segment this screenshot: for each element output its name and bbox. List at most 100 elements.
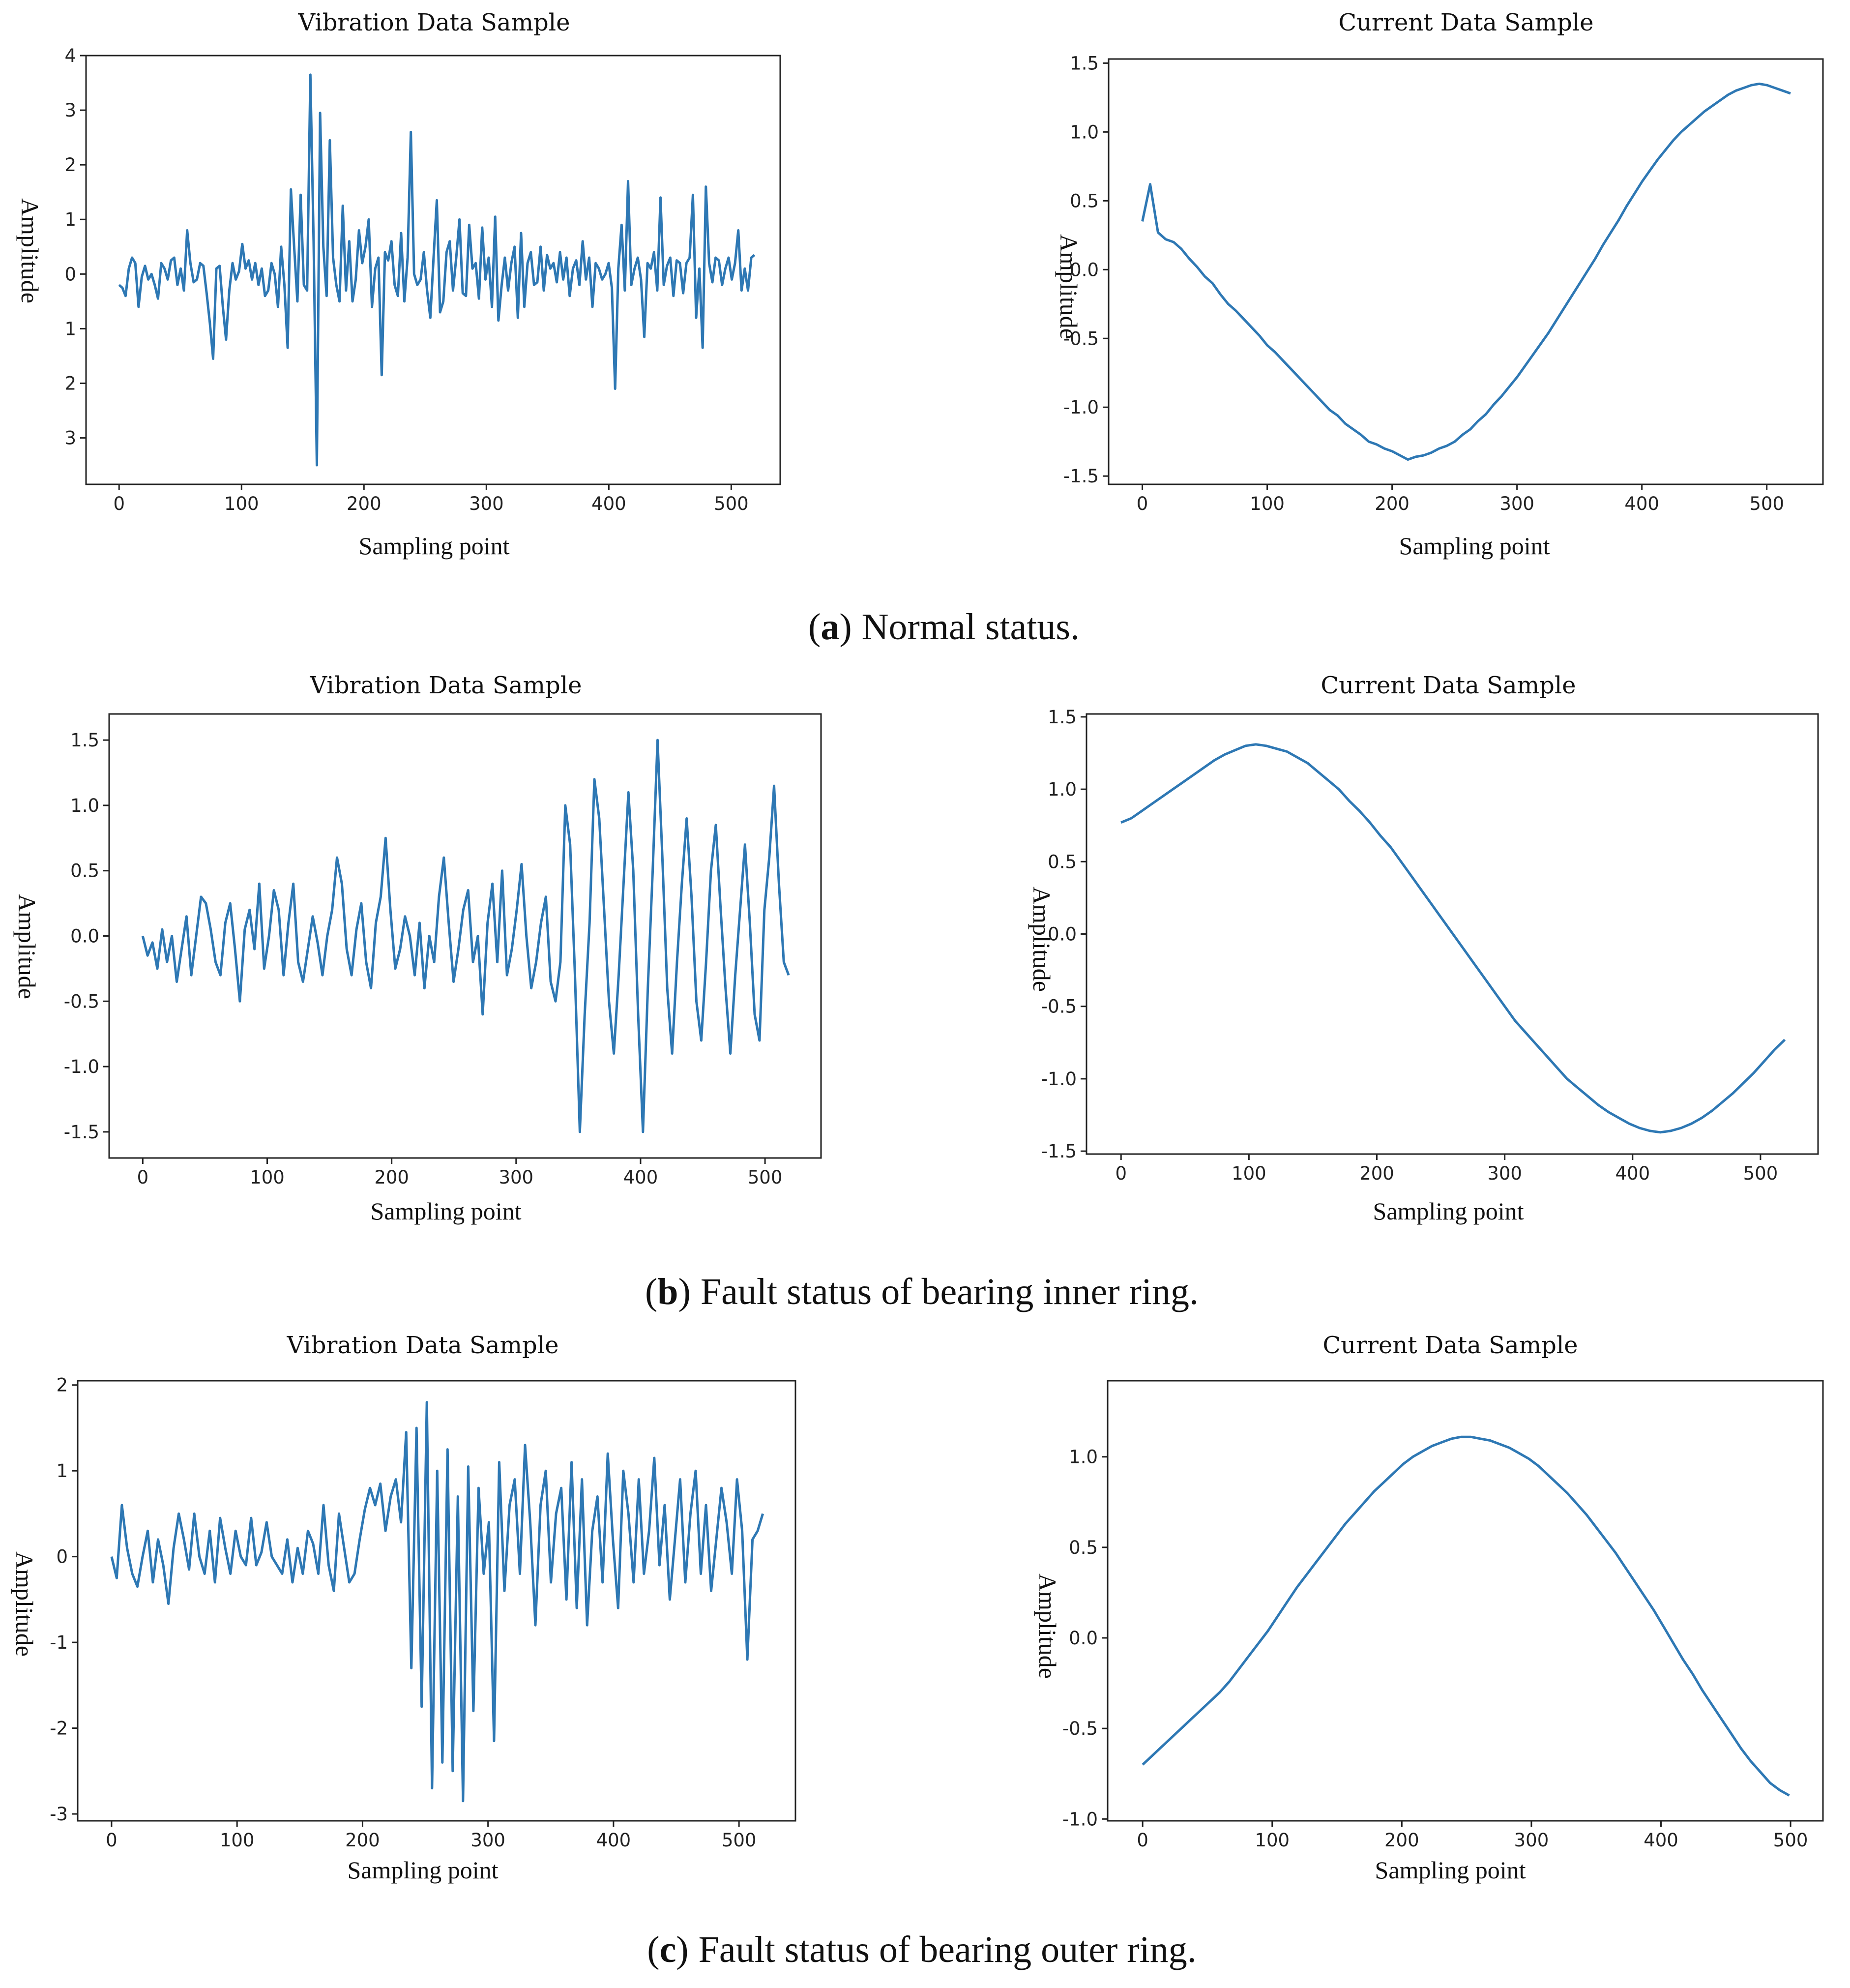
y-tick-label: -1.0 — [1041, 1068, 1077, 1090]
y-axis-label: Amplitude — [1028, 887, 1056, 992]
x-tick-label: 0 — [1137, 1830, 1148, 1851]
x-tick-label: 500 — [748, 1167, 783, 1188]
y-tick-label: 1.0 — [70, 795, 99, 816]
y-tick-label: 2 — [56, 1375, 68, 1396]
x-tick-label: 200 — [345, 1830, 380, 1851]
y-tick-label: 1.5 — [70, 730, 99, 751]
x-tick-label: 300 — [470, 1830, 505, 1851]
y-tick-label: -0.5 — [1063, 328, 1099, 349]
y-tick-label: -2 — [50, 1718, 68, 1739]
caption-text: Normal status. — [862, 606, 1080, 648]
y-tick-label: -0.5 — [64, 991, 99, 1012]
panel-a-vibration: Vibration Data Sample Sampling point Amp… — [16, 9, 781, 560]
x-tick-label: 300 — [1499, 493, 1534, 514]
y-tick-label: 1.5 — [1048, 707, 1077, 728]
panel-c-vibration: Vibration Data Sample Sampling point Amp… — [11, 1332, 796, 1884]
caption-letter: a — [821, 606, 839, 648]
plot-frame — [1107, 1380, 1824, 1822]
x-tick-label: 300 — [1514, 1830, 1549, 1851]
x-tick-label: 400 — [1624, 493, 1659, 514]
x-tick-label: 100 — [220, 1830, 255, 1851]
y-tick-label: -1 — [50, 1632, 68, 1653]
caption-text: Fault status of bearing outer ring. — [699, 1929, 1197, 1970]
y-tick-label: 1.0 — [1048, 779, 1077, 800]
x-tick-label: 500 — [1743, 1163, 1778, 1184]
series-line — [141, 739, 790, 1133]
x-tick-label: 100 — [1255, 1830, 1290, 1851]
series-line — [1141, 82, 1791, 461]
y-tick-label: 3 — [64, 100, 76, 121]
caption-a: (a) Normal status. — [808, 606, 1080, 648]
series-line — [1120, 743, 1786, 1134]
x-tick-label: 400 — [1615, 1163, 1650, 1184]
x-axis-label: Sampling point — [1373, 1197, 1524, 1225]
y-tick-label: 3 — [64, 428, 76, 449]
x-tick-label: 200 — [347, 493, 382, 514]
panel-c-current: Current Data Sample Sampling point Ampli… — [1034, 1332, 1824, 1884]
y-tick-label: 1.0 — [1070, 121, 1099, 143]
series-line — [1142, 1435, 1790, 1797]
x-tick-label: 500 — [1749, 493, 1784, 514]
y-tick-label: 0.0 — [1070, 259, 1099, 280]
chart-title: Vibration Data Sample — [287, 1332, 559, 1359]
y-tick-label: 0.0 — [1048, 924, 1077, 945]
y-tick-label: -1.5 — [1063, 466, 1099, 487]
x-axis-label: Sampling point — [348, 1856, 499, 1884]
x-tick-label: 0 — [1137, 493, 1148, 514]
x-axis-label: Sampling point — [1375, 1856, 1526, 1884]
x-tick-label: 100 — [1232, 1163, 1266, 1184]
plot-frame — [1108, 58, 1824, 485]
x-tick-label: 400 — [623, 1167, 658, 1188]
x-tick-label: 100 — [1250, 493, 1285, 514]
y-tick-label: 1 — [64, 209, 76, 230]
chart-title: Current Data Sample — [1338, 9, 1593, 36]
x-tick-label: 200 — [1384, 1830, 1419, 1851]
x-tick-label: 200 — [1375, 493, 1410, 514]
y-tick-label: 1.0 — [1069, 1447, 1098, 1468]
y-tick-label: 2 — [64, 154, 76, 176]
series-line — [118, 73, 756, 467]
caption-c: (c) Fault status of bearing outer ring. — [647, 1929, 1196, 1970]
y-axis-label: Amplitude — [11, 1551, 38, 1657]
y-axis-label: Amplitude — [1034, 1573, 1061, 1679]
x-tick-label: 400 — [1644, 1830, 1678, 1851]
panel-b-current: Current Data Sample Sampling point Ampli… — [1028, 672, 1819, 1225]
y-tick-label: 0.0 — [1069, 1628, 1098, 1649]
x-tick-label: 500 — [722, 1830, 757, 1851]
x-tick-label: 300 — [499, 1167, 533, 1188]
y-axis-label: Amplitude — [13, 894, 41, 999]
y-tick-label: 0.5 — [1070, 190, 1099, 211]
x-tick-label: 400 — [591, 493, 626, 514]
x-tick-label: 0 — [137, 1167, 149, 1188]
y-axis-label: Amplitude — [1055, 234, 1083, 339]
y-tick-label: -1.0 — [1063, 397, 1099, 418]
y-tick-label: -1.0 — [64, 1056, 99, 1077]
x-tick-label: 200 — [1359, 1163, 1394, 1184]
y-tick-label: 1 — [64, 318, 76, 339]
chart-title: Current Data Sample — [1322, 1332, 1578, 1359]
y-axis-label: Amplitude — [16, 198, 44, 303]
y-tick-label: -1.0 — [1062, 1809, 1098, 1830]
caption-text: Fault status of bearing inner ring. — [701, 1271, 1199, 1312]
y-tick-label: 0.0 — [70, 926, 99, 947]
y-tick-label: -3 — [50, 1804, 68, 1825]
x-tick-label: 200 — [374, 1167, 409, 1188]
chart-title: Vibration Data Sample — [298, 9, 570, 36]
x-tick-label: 100 — [250, 1167, 285, 1188]
panel-b-vibration: Vibration Data Sample Sampling point Amp… — [13, 672, 822, 1225]
y-tick-label: 4 — [64, 45, 76, 66]
x-tick-label: 500 — [714, 493, 749, 514]
x-tick-label: 0 — [113, 493, 125, 514]
y-tick-label: -0.5 — [1041, 996, 1077, 1017]
x-tick-label: 0 — [1115, 1163, 1127, 1184]
y-tick-label: 0.5 — [1069, 1537, 1098, 1558]
x-tick-label: 100 — [224, 493, 259, 514]
panel-a-current: Current Data Sample Sampling point Ampli… — [1055, 9, 1824, 560]
y-tick-label: -1.5 — [1041, 1141, 1077, 1162]
y-tick-label: 0.5 — [1048, 851, 1077, 872]
y-tick-label: -0.5 — [1062, 1718, 1098, 1739]
x-tick-label: 300 — [469, 493, 504, 514]
x-tick-label: 400 — [596, 1830, 631, 1851]
caption-letter: b — [657, 1271, 678, 1312]
